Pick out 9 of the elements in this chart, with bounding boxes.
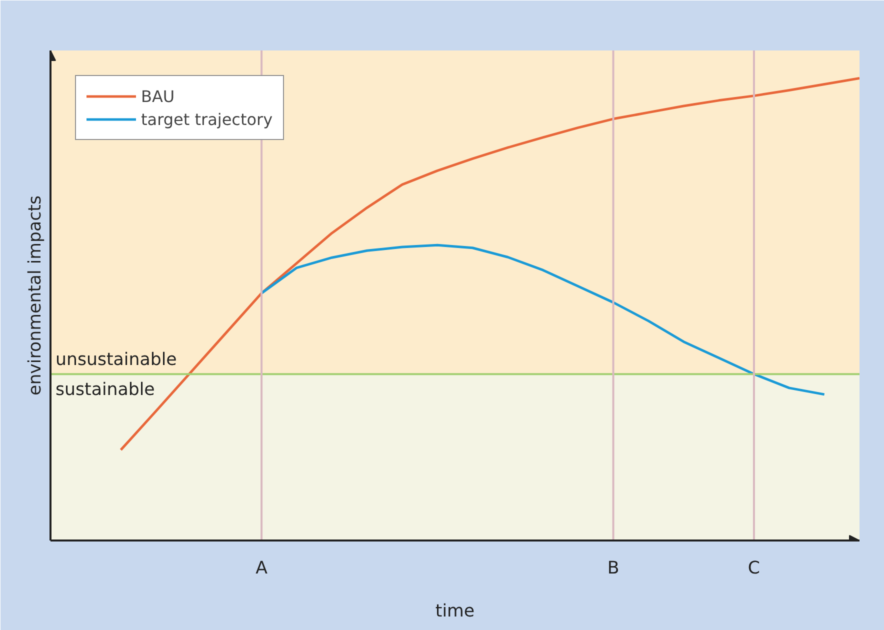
band-label: sustainable (56, 380, 155, 400)
legend-label: target trajectory (141, 110, 273, 128)
x-tick-label: B (607, 558, 620, 578)
legend-label: BAU (141, 86, 175, 106)
x-tick-label: C (748, 558, 760, 578)
ref-line-label: unsustainable (56, 350, 177, 370)
x-axis-title: time (435, 602, 475, 622)
y-axis-title: environmental impacts (26, 196, 46, 396)
x-tick-label: A (256, 558, 268, 578)
